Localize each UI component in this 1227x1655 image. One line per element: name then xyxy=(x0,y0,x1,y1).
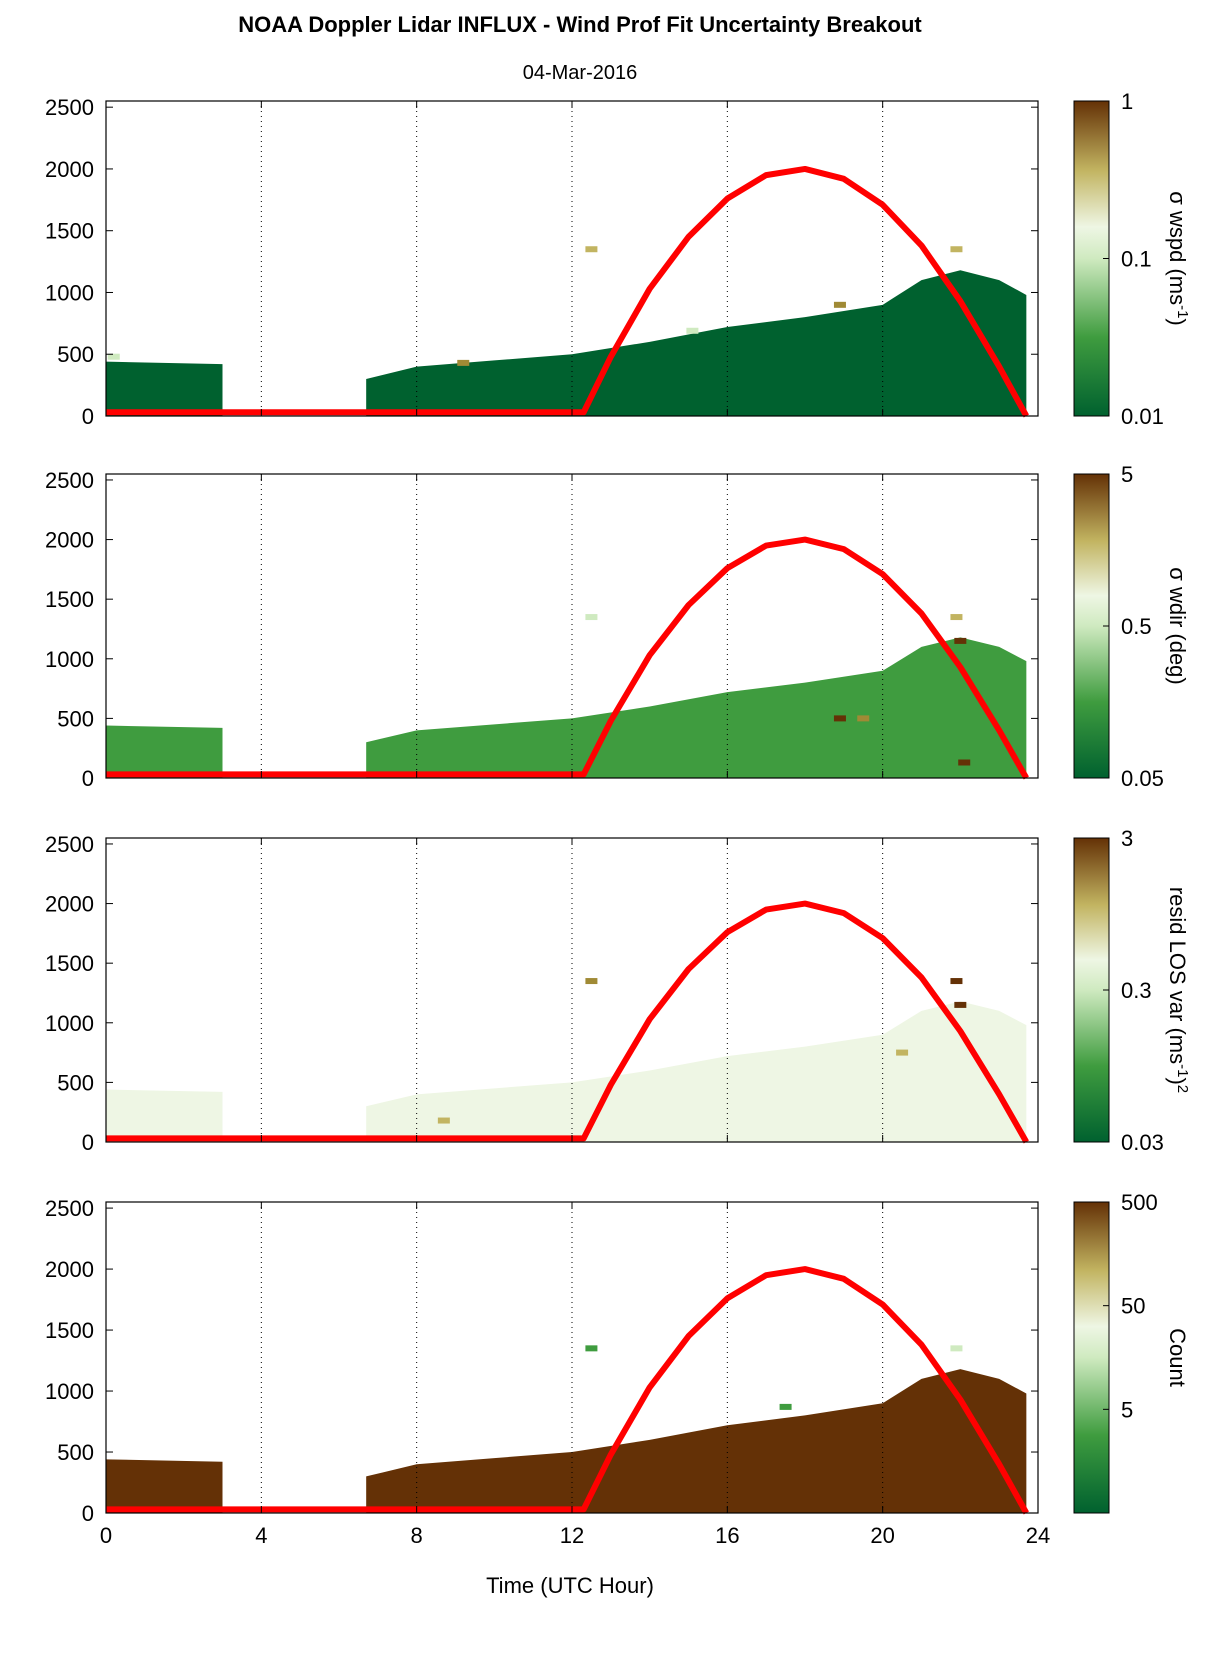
y-tick-label: 2000 xyxy=(45,892,94,917)
speckle-wspd-2 xyxy=(457,359,470,366)
data-region-resid-2 xyxy=(366,1001,1027,1142)
speckle-wspd-3 xyxy=(107,353,120,360)
y-tick-label: 0 xyxy=(82,766,94,791)
y-tick-label: 1500 xyxy=(45,1318,94,1343)
figure-title: NOAA Doppler Lidar INFLUX - Wind Prof Fi… xyxy=(238,12,922,37)
speckle-wspd-1 xyxy=(950,246,963,253)
y-tick-label: 1500 xyxy=(45,219,94,244)
speckle-count-0 xyxy=(585,1345,598,1352)
speckle-resid-3 xyxy=(896,1049,909,1056)
panel-count: 2500 2000 1500 1000 500 00 4 8 12 16 20 24 500 50 5 Cou… xyxy=(45,1190,1190,1548)
y-tick-label: 500 xyxy=(57,342,94,367)
colorbar-tick-label: 0.05 xyxy=(1121,766,1164,791)
y-tick-label: 500 xyxy=(57,1440,94,1465)
colorbar-tick-label: 0.5 xyxy=(1121,614,1152,639)
x-tick-label: 8 xyxy=(411,1523,423,1548)
x-tick-label: 0 xyxy=(100,1523,112,1548)
data-region-count-2 xyxy=(366,1369,1027,1513)
y-tick-label: 1000 xyxy=(45,647,94,672)
y-tick-label: 0 xyxy=(82,1130,94,1155)
sun-curve-wspd xyxy=(106,165,1029,418)
speckle-count-2 xyxy=(779,1403,792,1410)
colorbar-tick-label: 50 xyxy=(1121,1294,1145,1319)
speckle-wspd-0 xyxy=(585,246,598,253)
y-tick-label: 2500 xyxy=(45,468,94,493)
y-tick-label: 2000 xyxy=(45,528,94,553)
speckle-wdir-5 xyxy=(857,715,870,722)
y-tick-label: 2500 xyxy=(45,95,94,120)
y-tick-label: 2500 xyxy=(45,832,94,857)
x-tick-label: 24 xyxy=(1026,1523,1050,1548)
y-tick-label: 1000 xyxy=(45,280,94,305)
colorbar-tick-label: 5 xyxy=(1121,1397,1133,1422)
y-tick-label: 500 xyxy=(57,706,94,731)
data-region-wdir-2 xyxy=(366,637,1027,778)
colorbar-tick-label: 0.03 xyxy=(1121,1130,1164,1155)
speckle-wdir-4 xyxy=(958,759,971,766)
colorbar-tick-label: 3 xyxy=(1121,826,1133,851)
speckle-resid-0 xyxy=(585,978,598,985)
data-region-wspd-2 xyxy=(366,270,1027,416)
figure-subtitle: 04-Mar-2016 xyxy=(522,62,638,84)
sun-curve-resid xyxy=(106,900,1029,1144)
x-tick-label: 20 xyxy=(870,1523,894,1548)
speckle-count-1 xyxy=(950,1345,963,1352)
data-region-resid-1 xyxy=(106,1089,223,1142)
speckle-wdir-0 xyxy=(585,614,598,621)
panel-wdir: 2500 2000 1500 1000 500 0 5 0.5 0.05 σ wdir (deg) xyxy=(45,462,1190,791)
colorbar-tick-label: 5 xyxy=(1121,462,1133,487)
y-tick-label: 1500 xyxy=(45,951,94,976)
speckle-wdir-2 xyxy=(833,715,846,722)
speckle-wspd-4 xyxy=(686,327,699,334)
speckle-resid-2 xyxy=(954,1001,967,1008)
colorbar-count xyxy=(1073,1201,1110,1514)
colorbar-tick-label: 1 xyxy=(1121,89,1133,114)
colorbar-label-wdir: σ wdir (deg) xyxy=(1165,567,1190,685)
colorbar-tick-label: 0.01 xyxy=(1121,404,1164,429)
y-tick-label: 0 xyxy=(82,1501,94,1526)
data-region-count-1 xyxy=(106,1459,223,1513)
y-tick-label: 2000 xyxy=(45,1257,94,1282)
colorbar-tick-label: 0.1 xyxy=(1121,247,1152,272)
colorbar-tick-label: 500 xyxy=(1121,1190,1158,1215)
speckle-resid-1 xyxy=(950,978,963,985)
sun-curve-wdir xyxy=(106,536,1029,780)
y-tick-label: 1500 xyxy=(45,587,94,612)
colorbar-label-resid: resid LOS var (ms-1)2 xyxy=(1165,887,1192,1093)
data-region-wdir-1 xyxy=(106,725,223,778)
panel-wspd: 2500 2000 1500 1000 500 0 1 0.1 0.01 σ wspd (ms-1… xyxy=(45,89,1191,429)
x-axis-label: Time (UTC Hour) xyxy=(486,1573,654,1598)
speckle-wspd-5 xyxy=(833,301,846,308)
y-tick-label: 2500 xyxy=(45,1196,94,1221)
sun-curve-count xyxy=(106,1266,1029,1515)
x-tick-label: 12 xyxy=(560,1523,584,1548)
panel-resid: 2500 2000 1500 1000 500 0 3 0.3 0.03 resid LOS va… xyxy=(45,826,1191,1155)
x-tick-label: 4 xyxy=(255,1523,267,1548)
speckle-wdir-1 xyxy=(950,614,963,621)
y-tick-label: 2000 xyxy=(45,157,94,182)
colorbar-tick-label: 0.3 xyxy=(1121,978,1152,1003)
y-tick-label: 1000 xyxy=(45,1379,94,1404)
y-tick-label: 1000 xyxy=(45,1011,94,1036)
y-tick-label: 500 xyxy=(57,1070,94,1095)
colorbar-label-wspd: σ wspd (ms-1) xyxy=(1165,191,1192,326)
data-region-wspd-1 xyxy=(106,361,223,416)
colorbar-label-count: Count xyxy=(1165,1328,1190,1387)
x-tick-label: 16 xyxy=(715,1523,739,1548)
speckle-wdir-3 xyxy=(954,637,967,644)
y-tick-label: 0 xyxy=(82,404,94,429)
speckle-resid-4 xyxy=(437,1117,450,1124)
